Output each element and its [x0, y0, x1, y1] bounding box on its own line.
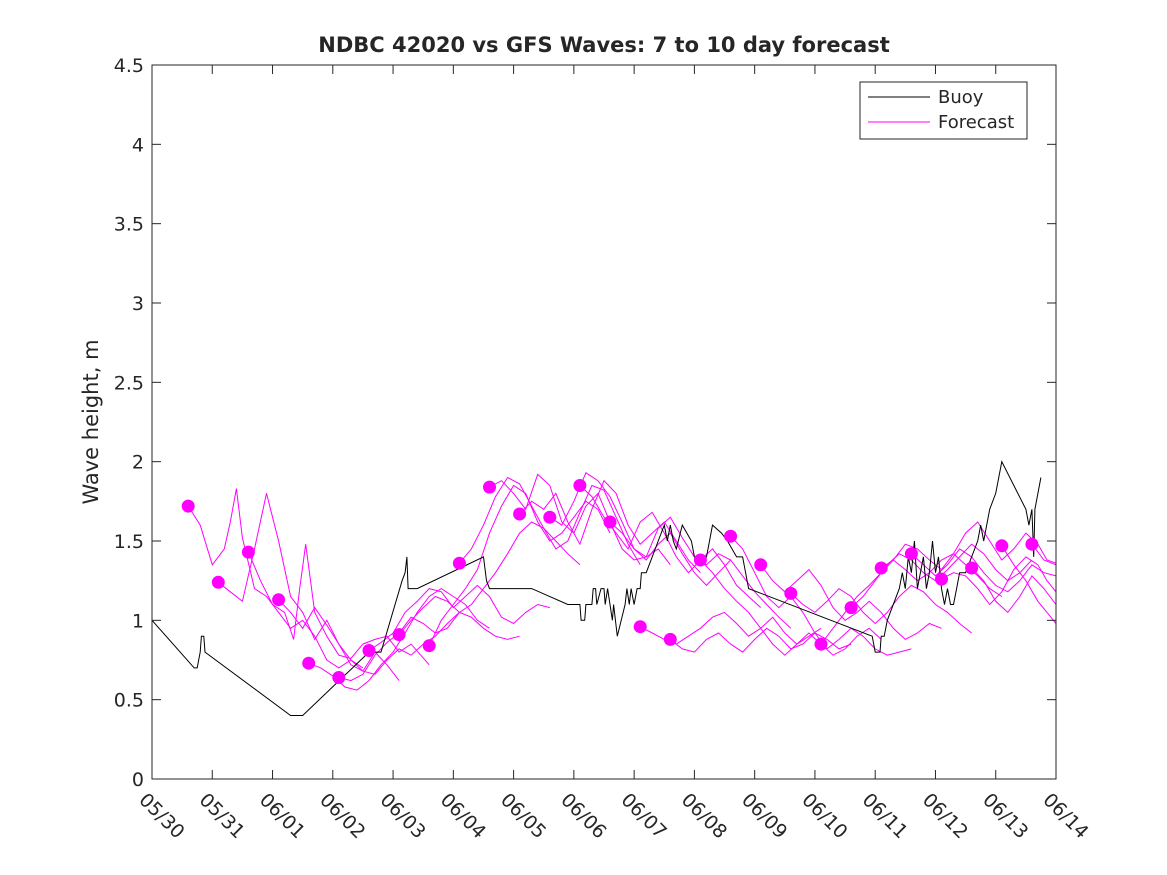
forecast-marker	[633, 620, 647, 634]
forecast-line	[790, 584, 972, 634]
forecast-marker	[573, 479, 587, 492]
y-tick-label: 0.5	[114, 690, 144, 712]
forecast-line	[971, 567, 1057, 614]
legend-label-buoy: Buoy	[938, 87, 984, 108]
axes-box	[151, 64, 1057, 780]
forecast-marker	[663, 632, 677, 646]
y-tick-label: 2.5	[114, 372, 144, 394]
forecast-line	[459, 476, 641, 566]
forecast-line	[1031, 543, 1057, 566]
y-tick-label: 4.5	[114, 55, 144, 77]
forecast-marker	[874, 561, 888, 575]
forecast-line	[700, 559, 882, 656]
forecast-marker	[332, 671, 346, 684]
forecast-line	[1001, 545, 1057, 624]
forecast-marker	[995, 539, 1009, 553]
y-tick-label: 1.5	[114, 531, 144, 553]
forecast-marker	[513, 507, 527, 521]
forecast-marker	[272, 593, 286, 607]
y-tick-label: 0	[132, 769, 144, 791]
forecast-line	[217, 493, 400, 681]
forecast-marker	[754, 558, 768, 572]
y-tick-label: 2	[132, 452, 144, 474]
forecast-marker	[935, 572, 948, 586]
forecast-line	[398, 521, 581, 635]
forecast-marker	[1025, 537, 1039, 551]
forecast-marker	[904, 547, 918, 561]
forecast-line	[911, 548, 1057, 593]
chart-title: NDBC 42020 vs GFS Waves: 7 to 10 day for…	[318, 33, 889, 57]
forecast-line	[428, 484, 611, 646]
legend-label-forecast: Forecast	[938, 112, 1014, 133]
series-layer	[151, 460, 1057, 716]
forecast-line	[338, 611, 520, 682]
forecast-marker	[181, 499, 195, 513]
forecast-line	[368, 584, 550, 651]
forecast-marker	[452, 556, 466, 570]
forecast-marker	[483, 480, 496, 494]
forecast-line	[247, 544, 430, 666]
forecast-marker	[211, 575, 225, 589]
forecast-line	[941, 556, 1057, 606]
legend-box	[859, 81, 1028, 140]
forecast-marker	[724, 529, 738, 543]
forecast-marker	[392, 628, 406, 642]
forecast-marker	[422, 639, 436, 653]
buoy-line	[151, 460, 1042, 716]
forecast-line	[519, 479, 701, 574]
forecast-marker	[362, 644, 376, 657]
y-tick-label: 3	[132, 293, 144, 315]
forecast-marker	[302, 656, 316, 670]
forecast-line	[760, 564, 942, 641]
forecast-marker	[965, 561, 979, 575]
y-axis-label: Wave height, m	[79, 339, 103, 504]
y-tick-label: 3.5	[114, 214, 144, 236]
plot-area	[152, 65, 1056, 779]
forecast-marker	[603, 515, 617, 529]
y-tick-label: 1	[132, 610, 144, 632]
y-tick-label: 4	[132, 134, 144, 156]
forecast-marker	[543, 510, 557, 524]
forecast-marker	[844, 601, 858, 615]
forecast-marker	[814, 637, 828, 651]
forecast-marker	[693, 553, 707, 567]
forecast-line	[489, 473, 671, 566]
legend: Buoy Forecast	[859, 81, 1028, 140]
forecast-marker	[784, 586, 798, 600]
forecast-line	[187, 488, 364, 669]
forecast-marker	[241, 545, 255, 559]
forecast-line	[669, 627, 852, 653]
forecast-line	[609, 521, 792, 629]
